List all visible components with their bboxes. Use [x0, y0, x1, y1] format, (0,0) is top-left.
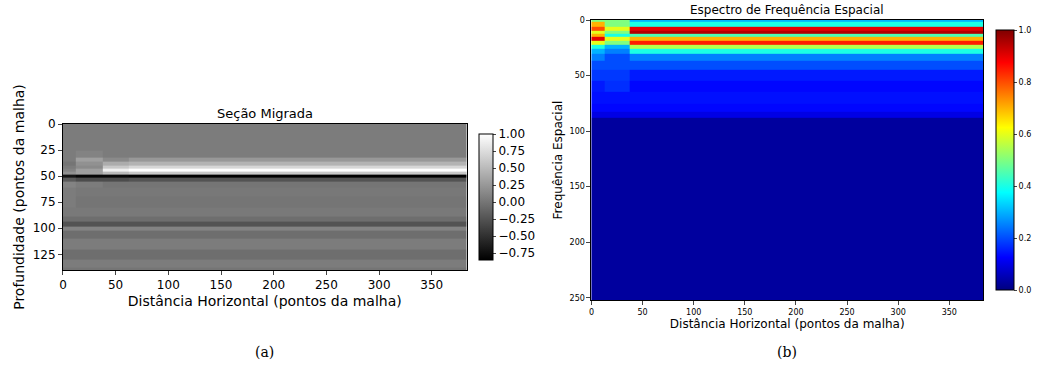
svg-text:100: 100	[33, 221, 56, 235]
svg-text:Distância Horizontal (pontos d: Distância Horizontal (pontos da malha)	[128, 293, 402, 309]
svg-text:Espectro de Frequência Espacia: Espectro de Frequência Espacial	[690, 3, 884, 17]
svg-text:50: 50	[108, 278, 123, 292]
svg-text:(a): (a)	[255, 344, 274, 360]
svg-text:150: 150	[570, 182, 585, 191]
svg-text:Frequência Espacial: Frequência Espacial	[551, 101, 565, 220]
svg-text:50: 50	[575, 71, 585, 80]
svg-text:0.8: 0.8	[1019, 78, 1032, 87]
svg-text:(b): (b)	[777, 344, 797, 360]
svg-text:0.6: 0.6	[1019, 130, 1032, 139]
svg-text:250: 250	[839, 308, 854, 317]
svg-text:150: 150	[737, 308, 752, 317]
svg-text:50: 50	[40, 169, 55, 183]
svg-text:250: 250	[570, 294, 585, 303]
svg-text:125: 125	[33, 248, 56, 262]
svg-text:200: 200	[570, 238, 585, 247]
svg-text:0.0: 0.0	[1019, 286, 1032, 295]
svg-text:250: 250	[315, 278, 338, 292]
svg-text:300: 300	[891, 308, 906, 317]
svg-text:0: 0	[59, 278, 67, 292]
svg-text:200: 200	[788, 308, 803, 317]
svg-text:0.75: 0.75	[498, 144, 525, 158]
svg-text:0: 0	[580, 16, 585, 25]
svg-text:Seção Migrada: Seção Migrada	[217, 106, 313, 121]
svg-text:100: 100	[570, 127, 585, 136]
svg-text:200: 200	[262, 278, 285, 292]
svg-text:−0.75: −0.75	[498, 246, 535, 260]
svg-text:0.50: 0.50	[498, 161, 525, 175]
svg-text:0.25: 0.25	[498, 178, 525, 192]
svg-text:0.4: 0.4	[1019, 182, 1032, 191]
svg-text:0.00: 0.00	[498, 195, 525, 209]
svg-text:−0.50: −0.50	[498, 229, 535, 243]
svg-text:150: 150	[210, 278, 233, 292]
svg-text:300: 300	[368, 278, 391, 292]
svg-text:1.00: 1.00	[498, 127, 525, 141]
svg-text:−0.25: −0.25	[498, 212, 535, 226]
svg-text:Profundidade (pontos da malha): Profundidade (pontos da malha)	[11, 84, 27, 310]
svg-text:Distância Horizontal (pontos d: Distância Horizontal (pontos da malha)	[670, 317, 905, 331]
svg-text:50: 50	[637, 308, 647, 317]
svg-text:0: 0	[589, 308, 594, 317]
svg-text:100: 100	[686, 308, 701, 317]
svg-text:25: 25	[40, 143, 55, 157]
svg-text:75: 75	[40, 195, 55, 209]
svg-text:0.2: 0.2	[1019, 234, 1032, 243]
svg-text:0: 0	[48, 117, 56, 131]
svg-text:100: 100	[157, 278, 180, 292]
svg-text:350: 350	[942, 308, 957, 317]
svg-text:1.0: 1.0	[1019, 26, 1032, 35]
svg-text:350: 350	[420, 278, 443, 292]
